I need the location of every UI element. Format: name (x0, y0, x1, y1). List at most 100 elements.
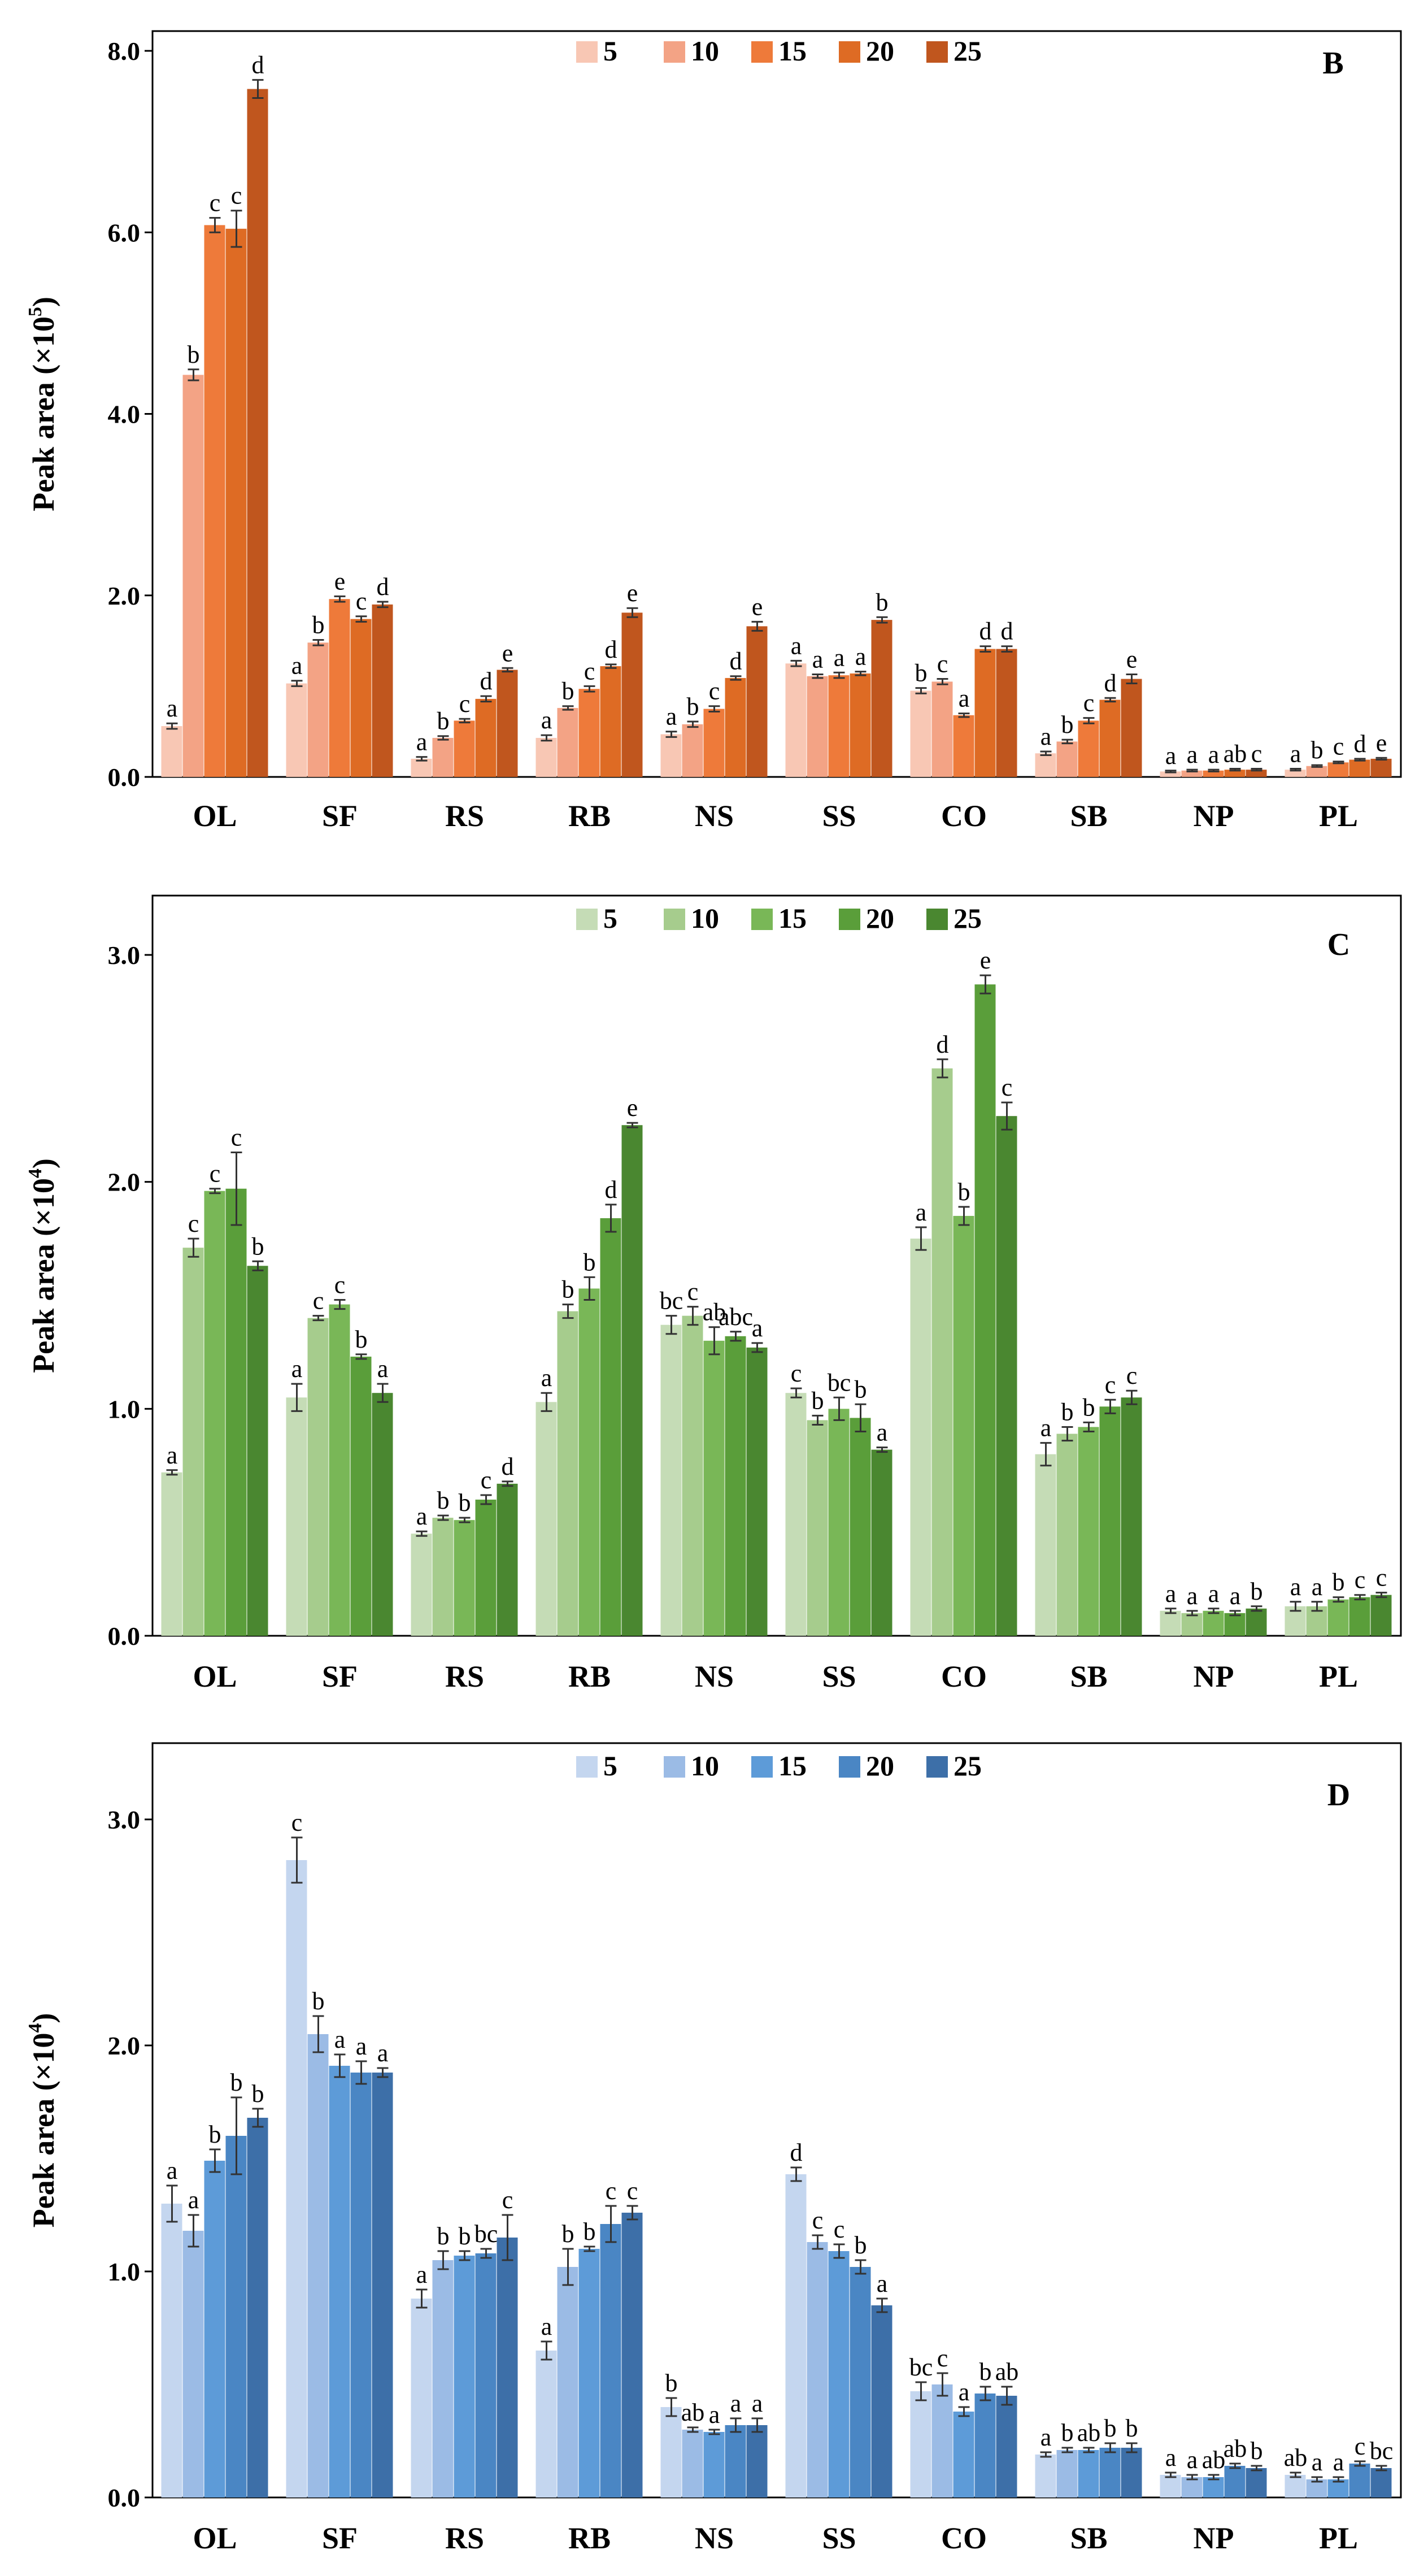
sig-letter-CO-15: a (959, 685, 970, 713)
legend: 5 10 15 20 25 (576, 35, 982, 67)
sig-letter-NS-25: a (752, 1314, 763, 1342)
legend-label-25: 25 (954, 902, 982, 934)
sig-letter-RS-15: b (459, 1489, 471, 1517)
bar-SB-25 (1121, 679, 1142, 777)
bar-SS-10 (807, 1420, 828, 1636)
bar-NP-10 (1181, 1613, 1203, 1636)
sig-letter-SF-5: a (291, 652, 303, 680)
sig-letter-NS-15: a (709, 2401, 720, 2429)
bar-RS-5 (411, 758, 432, 777)
bar-RS-20 (475, 698, 497, 777)
y-tick-label: 3.0 (108, 1805, 141, 1834)
bar-RS-25 (497, 2238, 518, 2497)
bar-RS-20 (475, 1500, 497, 1636)
x-category-label: RB (568, 799, 611, 833)
sig-letter-NP-15: a (1208, 741, 1220, 768)
sig-letter-NS-15: c (709, 677, 720, 705)
bar-CO-25 (996, 2396, 1017, 2497)
bar-SF-15 (329, 1304, 350, 1636)
sig-letter-PL-15: b (1333, 1569, 1345, 1596)
sig-letter-CO-10: c (937, 650, 948, 678)
sig-letter-CO-5: a (916, 1198, 927, 1226)
sig-letter-OL-10: a (188, 2186, 199, 2214)
y-tick-label: 8.0 (108, 37, 141, 66)
sig-letter-SF-5: a (291, 1355, 303, 1383)
y-axis-label-exponent: 4 (25, 2023, 46, 2033)
bar-OL-20 (225, 228, 247, 777)
legend-swatch-25 (926, 909, 948, 930)
sig-letter-PL-20: c (1355, 2432, 1366, 2460)
sig-letter-RB-20: c (606, 2177, 617, 2205)
sig-letter-SS-25: b (876, 588, 889, 616)
x-category-label: SB (1070, 1660, 1107, 1693)
sig-letter-NS-10: c (687, 1278, 699, 1306)
bar-SF-25 (372, 604, 393, 777)
bar-NS-20 (725, 2425, 746, 2497)
sig-letter-NP-10: a (1187, 741, 1198, 768)
sig-letter-SF-15: e (334, 567, 346, 595)
sig-letter-SF-20: c (356, 588, 367, 615)
bar-RB-25 (621, 1125, 643, 1636)
bar-NS-15 (703, 709, 725, 777)
y-axis-label: Peak area (×104) (25, 2013, 60, 2228)
bar-SS-20 (850, 673, 871, 777)
sig-letter-RS-15: b (459, 2222, 471, 2250)
x-category-label: CO (941, 799, 987, 833)
bar-SB-15 (1078, 720, 1099, 777)
sig-letter-SF-25: d (377, 573, 389, 601)
legend: 5 10 15 20 25 (576, 1750, 982, 1782)
bar-SS-5 (785, 663, 807, 777)
bar-RS-20 (475, 2253, 497, 2497)
legend: 5 10 15 20 25 (576, 902, 982, 934)
bar-OL-20 (225, 2136, 247, 2497)
panel-letter: B (1322, 46, 1343, 81)
y-tick-label: 0.0 (108, 1622, 141, 1650)
bar-OL-25 (247, 89, 268, 777)
plot-frame (151, 894, 1402, 1637)
sig-letter-PL-10: a (1312, 1573, 1323, 1601)
sig-letter-CO-20: d (979, 618, 992, 645)
sig-letter-RB-10: b (562, 677, 574, 705)
bar-SS-15 (828, 2251, 850, 2497)
bar-CO-20 (974, 649, 996, 777)
sig-letter-CO-20: e (980, 946, 991, 974)
bar-RB-25 (621, 2213, 643, 2497)
sig-letter-SB-15: b (1083, 1393, 1095, 1421)
legend-label-15: 15 (778, 35, 807, 67)
y-tick-label: 0.0 (108, 763, 141, 792)
x-category-label: SS (822, 799, 856, 833)
panel-letter: C (1327, 927, 1350, 962)
y-tick-label: 6.0 (108, 218, 141, 247)
y-axis-label-text: Peak area (×10 (27, 316, 60, 511)
bar-SB-15 (1078, 2450, 1099, 2497)
sig-letter-RS-5: a (416, 2261, 428, 2288)
x-category-label: NP (1194, 2521, 1234, 2555)
sig-letter-NS-20: d (730, 648, 742, 675)
bar-CO-10 (931, 681, 953, 777)
x-category-label: SF (322, 1660, 358, 1693)
bar-RS-15 (454, 2256, 475, 2497)
sig-letter-SS-15: a (834, 644, 845, 671)
sig-letter-RS-20: c (481, 1466, 492, 1494)
bar-RS-25 (497, 1483, 518, 1636)
sig-letter-SF-20: a (356, 2032, 367, 2060)
bar-SF-20 (350, 2073, 372, 2497)
sig-letter-SB-10: b (1061, 1398, 1074, 1426)
sig-letter-CO-5: bc (909, 2353, 933, 2381)
bar-OL-10 (182, 375, 204, 777)
bar-SF-25 (372, 2073, 393, 2497)
bar-OL-5 (161, 2204, 182, 2497)
sig-letter-NP-5: a (1165, 2444, 1177, 2471)
sig-letter-SF-10: c (313, 1287, 324, 1315)
bar-CO-20 (974, 2393, 996, 2497)
y-tick-label: 4.0 (108, 400, 141, 429)
bar-NP-20 (1224, 2466, 1246, 2497)
x-category-label: OL (193, 799, 237, 833)
bar-SB-10 (1056, 741, 1078, 777)
legend-swatch-20 (839, 41, 860, 63)
bar-SF-10 (307, 1318, 329, 1636)
bar-NP-20 (1224, 1613, 1246, 1636)
sig-letter-NS-25: a (752, 2390, 763, 2417)
bar-CO-25 (996, 1116, 1017, 1636)
